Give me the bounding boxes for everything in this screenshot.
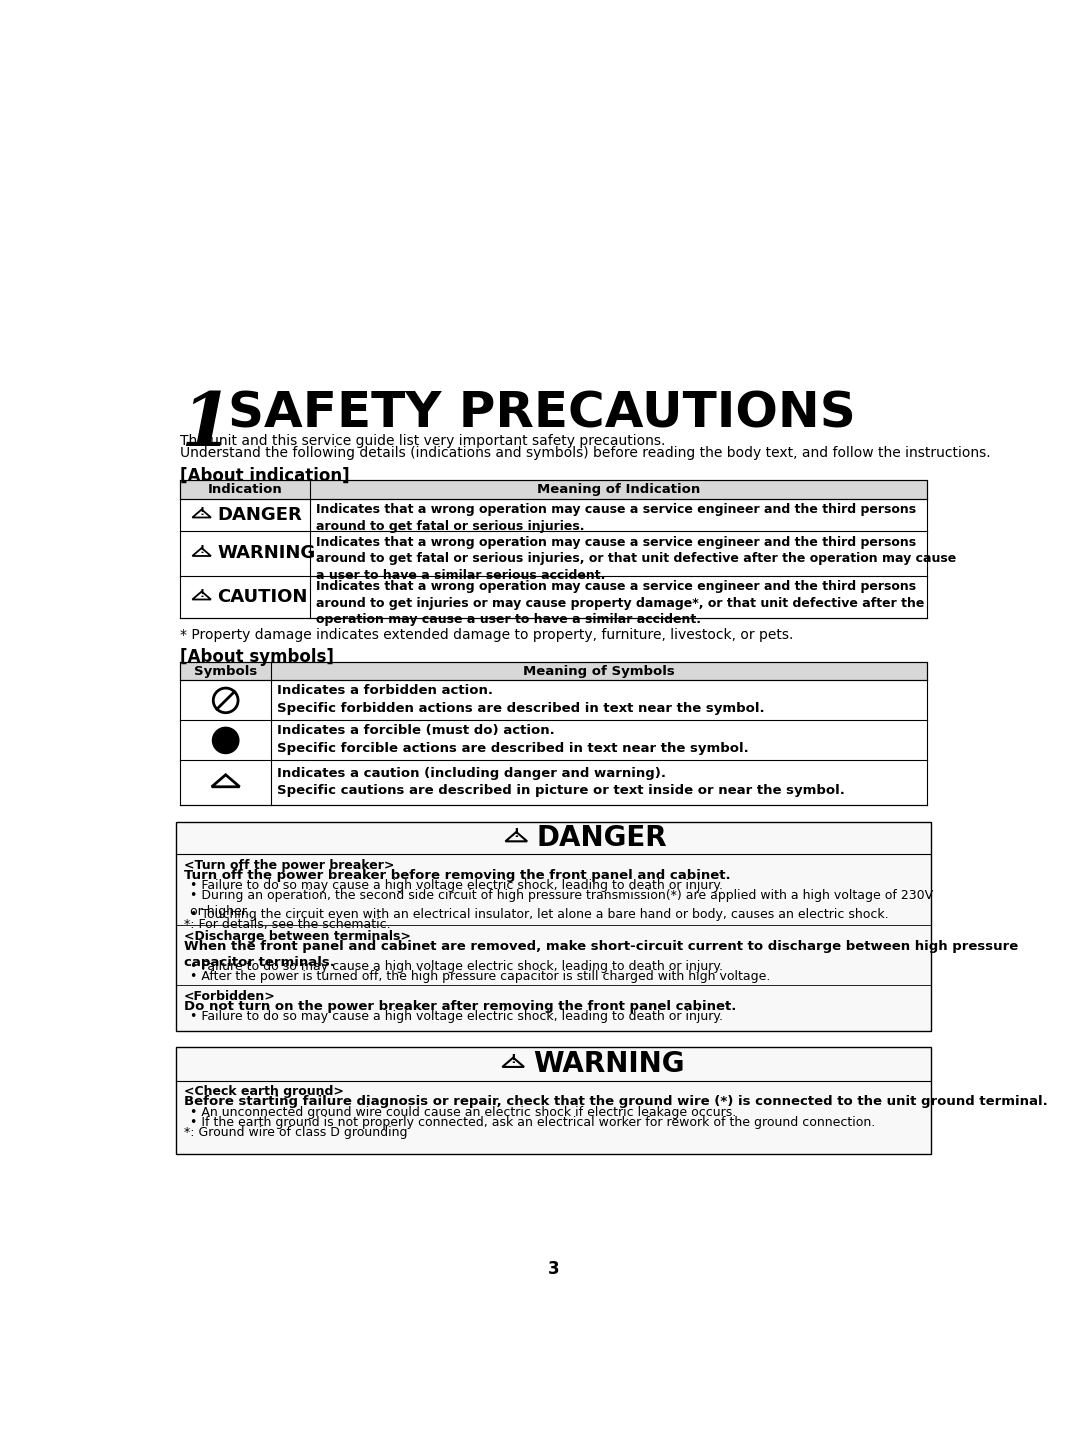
Text: • Touching the circuit even with an electrical insulator, let alone a bare hand : • Touching the circuit even with an elec…	[190, 907, 889, 920]
Text: 3: 3	[548, 1261, 559, 1278]
Text: <Check earth ground>: <Check earth ground>	[184, 1085, 343, 1098]
Bar	[176, 1047, 931, 1154]
Text: !: !	[199, 507, 204, 516]
Text: Specific forcible actions are described in text near the symbol.: Specific forcible actions are described …	[276, 742, 748, 755]
Bar	[176, 822, 931, 1031]
Text: <Forbidden>: <Forbidden>	[184, 990, 275, 1003]
Text: Indication: Indication	[207, 483, 283, 496]
Bar	[180, 662, 927, 680]
Text: The unit and this service guide list very important safety precautions.: The unit and this service guide list ver…	[180, 433, 665, 448]
Text: WARNING: WARNING	[217, 544, 315, 563]
Text: Turn off the power breaker before removing the front panel and cabinet.: Turn off the power breaker before removi…	[184, 869, 730, 883]
Text: !: !	[513, 827, 519, 840]
Text: Symbols: Symbols	[194, 664, 257, 678]
Text: • Failure to do so may cause a high voltage electric shock, leading to death or : • Failure to do so may cause a high volt…	[190, 960, 723, 973]
Text: [About indication]: [About indication]	[180, 467, 350, 484]
Text: * Property damage indicates extended damage to property, furniture, livestock, o: * Property damage indicates extended dam…	[180, 628, 794, 643]
Text: Meaning of Symbols: Meaning of Symbols	[524, 664, 675, 678]
Text: Indicates a forbidden action.: Indicates a forbidden action.	[276, 685, 492, 698]
Text: Do not turn on the power breaker after removing the front panel cabinet.: Do not turn on the power breaker after r…	[184, 1000, 737, 1013]
Text: !: !	[199, 589, 204, 599]
Text: Understand the following details (indications and symbols) before reading the bo: Understand the following details (indica…	[180, 446, 990, 461]
Text: • An unconnected ground wire could cause an electric shock if electric leakage o: • An unconnected ground wire could cause…	[190, 1106, 737, 1120]
Text: Before starting failure diagnosis or repair, check that the ground wire (*) is c: Before starting failure diagnosis or rep…	[184, 1095, 1048, 1108]
Text: • After the power is turned off, the high pressure capacitor is still charged wi: • After the power is turned off, the hig…	[190, 970, 770, 983]
Text: SAFETY PRECAUTIONS: SAFETY PRECAUTIONS	[228, 390, 855, 438]
Text: Indicates a caution (including danger and warning).: Indicates a caution (including danger an…	[276, 766, 666, 779]
Text: Specific cautions are described in picture or text inside or near the symbol.: Specific cautions are described in pictu…	[276, 784, 845, 797]
Text: <Turn off the power breaker>: <Turn off the power breaker>	[184, 859, 394, 872]
Text: DANGER: DANGER	[217, 506, 302, 523]
Text: Indicates that a wrong operation may cause a service engineer and the third pers: Indicates that a wrong operation may cau…	[315, 503, 916, 532]
Text: 1: 1	[180, 390, 232, 462]
Text: Indicates a forcible (must do) action.: Indicates a forcible (must do) action.	[276, 724, 554, 737]
Text: • During an operation, the second side circuit of high pressure transmission(*) : • During an operation, the second side c…	[190, 888, 933, 917]
Text: Meaning of Indication: Meaning of Indication	[537, 483, 700, 496]
Text: *: Ground wire of class D grounding: *: Ground wire of class D grounding	[184, 1127, 407, 1138]
Text: Indicates that a wrong operation may cause a service engineer and the third pers: Indicates that a wrong operation may cau…	[315, 535, 956, 582]
Text: [About symbols]: [About symbols]	[180, 648, 334, 666]
Text: Indicates that a wrong operation may cause a service engineer and the third pers: Indicates that a wrong operation may cau…	[315, 580, 924, 627]
Text: !: !	[199, 545, 204, 555]
Text: • Failure to do so may cause a high voltage electric shock, leading to death or : • Failure to do so may cause a high volt…	[190, 1011, 723, 1024]
Text: Specific forbidden actions are described in text near the symbol.: Specific forbidden actions are described…	[276, 702, 765, 715]
Text: WARNING: WARNING	[534, 1050, 685, 1077]
Text: *: For details, see the schematic.: *: For details, see the schematic.	[184, 917, 391, 931]
Text: • Failure to do so may cause a high voltage electric shock, leading to death or : • Failure to do so may cause a high volt…	[190, 880, 723, 893]
Text: DANGER: DANGER	[537, 824, 667, 852]
Text: !: !	[511, 1053, 516, 1066]
Text: When the front panel and cabinet are removed, make short-circuit current to disc: When the front panel and cabinet are rem…	[184, 939, 1018, 968]
Text: <Discharge between terminals>: <Discharge between terminals>	[184, 931, 410, 942]
Circle shape	[213, 727, 239, 753]
Bar	[180, 480, 927, 499]
Text: • If the earth ground is not properly connected, ask an electrical worker for re: • If the earth ground is not properly co…	[190, 1117, 875, 1130]
Text: CAUTION: CAUTION	[217, 587, 308, 606]
